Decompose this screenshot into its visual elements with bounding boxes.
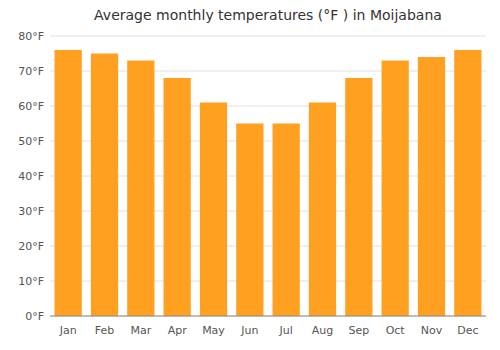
x-tick-label: Apr (168, 324, 188, 337)
grid-line (50, 36, 486, 37)
y-tick-label: 20°F (18, 240, 44, 253)
chart-container: Average monthly temperatures (°F ) in Mo… (0, 0, 500, 350)
x-tick-label: Jun (240, 324, 258, 337)
title: Average monthly temperatures (°F ) in Mo… (94, 7, 442, 23)
x-tick-label: Dec (457, 324, 478, 337)
bar (127, 61, 154, 317)
bar (91, 54, 118, 317)
y-tick-label: 60°F (18, 100, 44, 113)
bar (236, 124, 263, 317)
x-tick-label: May (202, 324, 225, 337)
x-tick-label: Jan (59, 324, 77, 337)
x-axis-line (50, 316, 486, 317)
y-tick-label: 80°F (18, 30, 44, 43)
bar (382, 61, 409, 317)
grid-line (50, 316, 486, 317)
x-tick-label: Jul (279, 324, 293, 337)
x-tick-label: Oct (386, 324, 406, 337)
y-tick-label: 30°F (18, 205, 44, 218)
bar (345, 78, 372, 316)
bar (418, 57, 445, 316)
bar (273, 124, 300, 317)
y-tick-label: 10°F (18, 275, 44, 288)
y-axis: 0°F 10°F 20°F 30°F 40°F 50°F 60°F 70°F 80°F (18, 30, 486, 323)
x-tick-label: Aug (312, 324, 333, 337)
y-tick-label: 40°F (18, 170, 44, 183)
chart: Average monthly temperatures (°F ) in Mo… (0, 0, 500, 350)
bar (55, 50, 82, 316)
x-tick-label: Mar (130, 324, 151, 337)
bars (55, 50, 482, 316)
x-axis: Jan Feb Mar Apr May Jun Jul Aug Sep Oct Nov Dec (50, 316, 486, 337)
bar (200, 103, 227, 317)
bar (309, 103, 336, 317)
x-tick-label: Feb (95, 324, 114, 337)
y-tick-label: 70°F (18, 65, 44, 78)
bar (454, 50, 481, 316)
y-tick-label: 0°F (25, 310, 44, 323)
y-tick-label: 50°F (18, 135, 44, 148)
x-tick-label: Sep (348, 324, 369, 337)
x-tick-label: Nov (421, 324, 443, 337)
bar (164, 78, 191, 316)
